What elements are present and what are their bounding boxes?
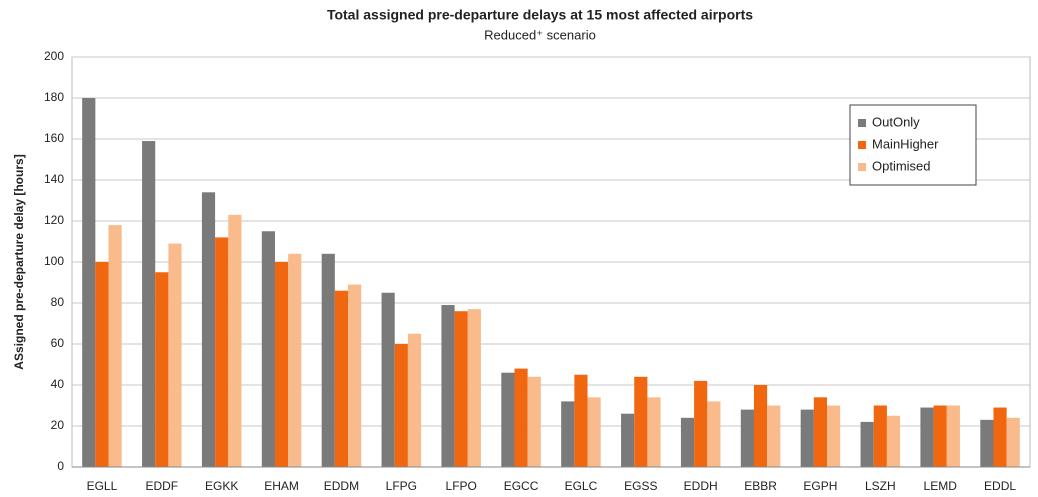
y-axis-label: ASsigned pre-departure delay [hours] — [12, 154, 26, 369]
bar — [1006, 417, 1020, 467]
chart-subtitle: Reduced⁺ scenario — [484, 27, 596, 42]
x-tick-label: EDDL — [984, 479, 1016, 493]
bar — [873, 405, 887, 467]
bar — [740, 409, 754, 467]
bar — [454, 311, 468, 467]
bar — [980, 419, 994, 467]
bar — [228, 214, 242, 467]
bar — [860, 421, 874, 467]
bar — [501, 372, 515, 467]
bar — [168, 243, 182, 467]
chart-title: Total assigned pre-departure delays at 1… — [327, 7, 753, 23]
bar — [680, 417, 695, 467]
x-tick-label: EGCC — [504, 479, 539, 493]
bar — [407, 333, 422, 467]
bar — [321, 253, 335, 467]
x-tick-label: EGKK — [205, 479, 238, 493]
bar — [274, 262, 289, 467]
bar — [886, 415, 901, 467]
y-tick-label: 80 — [51, 295, 65, 309]
y-tick-label: 160 — [44, 131, 64, 145]
bar — [707, 401, 721, 467]
bar — [753, 385, 768, 467]
bar — [215, 237, 229, 467]
x-tick-label: LSZH — [865, 479, 896, 493]
bar — [142, 141, 156, 468]
y-tick-label: 180 — [44, 90, 64, 104]
bar — [561, 401, 575, 467]
legend-label: MainHigher — [872, 136, 939, 151]
bar — [767, 405, 781, 467]
x-tick-label: EGLC — [565, 479, 598, 493]
bar — [441, 305, 455, 467]
bar — [993, 407, 1007, 467]
bar — [348, 284, 362, 467]
bar — [108, 225, 122, 467]
x-tick-label: EGSS — [624, 479, 657, 493]
bar — [527, 376, 541, 467]
y-tick-label: 140 — [44, 172, 64, 186]
y-tick-label: 200 — [44, 49, 64, 63]
x-tick-label: EBBR — [744, 479, 777, 493]
bar — [694, 380, 708, 467]
legend-label: OutOnly — [872, 114, 920, 129]
bar — [647, 397, 661, 467]
bar — [574, 374, 588, 467]
x-tick-label: EGPH — [803, 479, 837, 493]
bar — [261, 231, 275, 467]
x-tick-label: EDDM — [324, 479, 359, 493]
legend-swatch — [858, 141, 866, 149]
x-tick-label: LFPG — [386, 479, 417, 493]
bar — [334, 290, 349, 467]
bar — [634, 376, 648, 467]
bar — [514, 368, 528, 467]
x-tick-label: EGLL — [87, 479, 118, 493]
x-tick-label: LFPO — [446, 479, 477, 493]
y-tick-label: 20 — [51, 418, 65, 432]
y-tick-label: 60 — [51, 336, 65, 350]
bar — [467, 309, 481, 467]
bar — [920, 407, 934, 467]
bar — [201, 192, 216, 468]
bar — [394, 344, 408, 467]
legend-label: Optimised — [872, 158, 931, 173]
bar — [827, 405, 841, 467]
bar — [813, 397, 828, 467]
bar — [621, 413, 635, 467]
x-tick-label: EDDF — [145, 479, 178, 493]
bar — [95, 262, 109, 467]
x-tick-label: EDDH — [684, 479, 718, 493]
y-tick-label: 40 — [51, 377, 65, 391]
bar — [155, 272, 169, 467]
legend-swatch — [858, 163, 866, 171]
bar — [288, 253, 302, 467]
legend-box — [849, 104, 977, 186]
bar — [82, 98, 96, 467]
bar — [381, 292, 395, 467]
bar — [587, 397, 601, 467]
x-tick-label: LEMD — [924, 479, 958, 493]
legend-swatch — [858, 119, 866, 127]
x-tick-label: EHAM — [264, 479, 299, 493]
bar — [933, 405, 947, 467]
bar — [946, 405, 960, 467]
y-tick-label: 100 — [44, 254, 64, 268]
y-tick-label: 0 — [57, 459, 64, 473]
bar — [800, 409, 814, 467]
y-tick-label: 120 — [44, 213, 64, 227]
